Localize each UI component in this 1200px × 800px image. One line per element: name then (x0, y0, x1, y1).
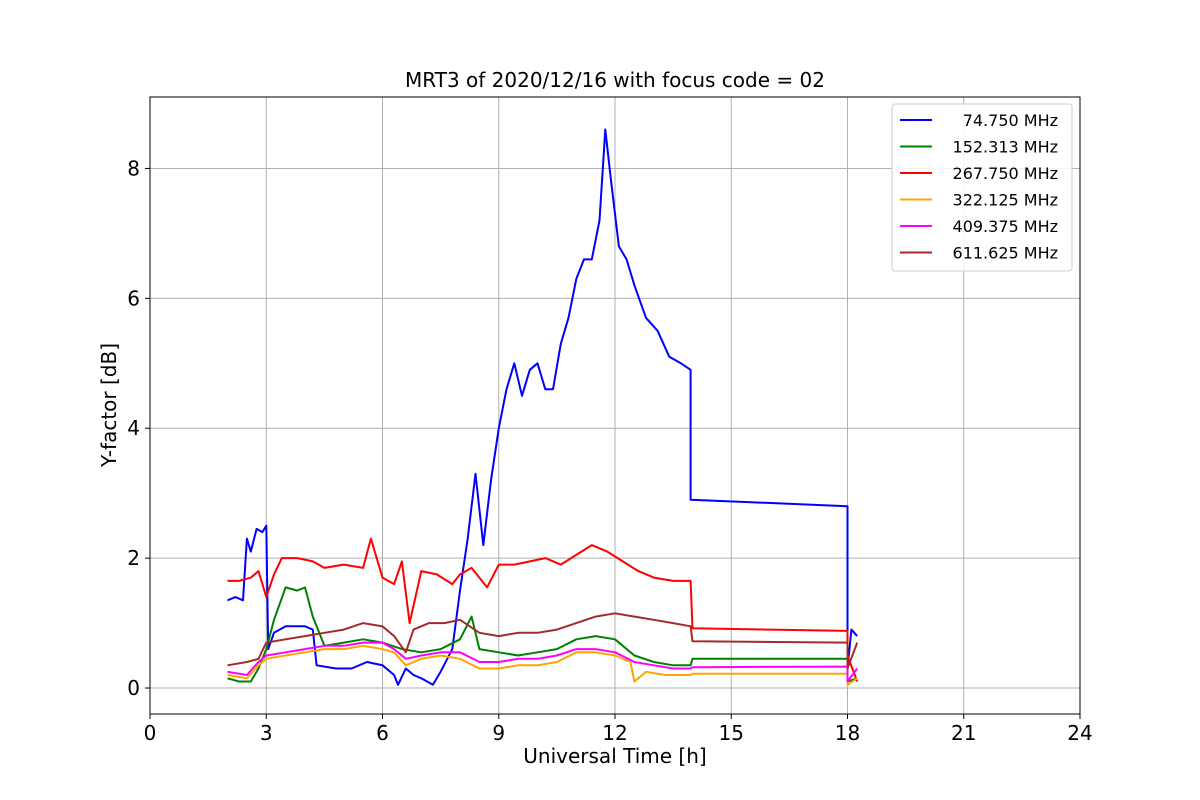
y-tick-label: 8 (127, 156, 140, 180)
legend-label-4: 409.375 MHz (953, 217, 1058, 236)
legend-box (891, 103, 1073, 272)
series-line-1 (227, 586, 858, 683)
series-layer (227, 128, 859, 686)
series-line-3 (227, 644, 858, 686)
x-tick-label: 0 (144, 721, 157, 745)
series-line-0 (227, 128, 858, 686)
x-axis-label: Universal Time [h] (523, 744, 706, 768)
y-axis-label: Y-factor [dB] (97, 343, 121, 468)
legend-label-5: 611.625 MHz (953, 244, 1058, 263)
series-line-2 (227, 537, 859, 682)
x-tick-label: 12 (602, 721, 627, 745)
y-tick-label: 4 (127, 416, 140, 440)
x-tick-label: 9 (492, 721, 505, 745)
y-tick-label: 6 (127, 286, 140, 310)
chart-title: MRT3 of 2020/12/16 with focus code = 02 (405, 68, 825, 92)
x-tick-label: 3 (260, 721, 273, 745)
series-line-5 (227, 612, 859, 670)
x-tick-label: 24 (1067, 721, 1092, 745)
series-line-4 (227, 641, 859, 683)
legend-label-0: 74.750 MHz (963, 111, 1058, 130)
legend: 74.750 MHz 152.313 MHz 267.750 MHz 322.125 … (891, 103, 1073, 272)
x-tick-label: 18 (835, 721, 860, 745)
legend-label-3: 322.125 MHz (953, 191, 1058, 210)
legend-label-1: 152.313 MHz (953, 138, 1058, 157)
legend-label-2: 267.750 MHz (953, 164, 1058, 183)
y-tick-label: 0 (127, 676, 140, 700)
x-tick-label: 6 (376, 721, 389, 745)
y-tick-label: 2 (127, 546, 140, 570)
x-tick-label: 15 (719, 721, 744, 745)
x-tick-label: 21 (951, 721, 976, 745)
